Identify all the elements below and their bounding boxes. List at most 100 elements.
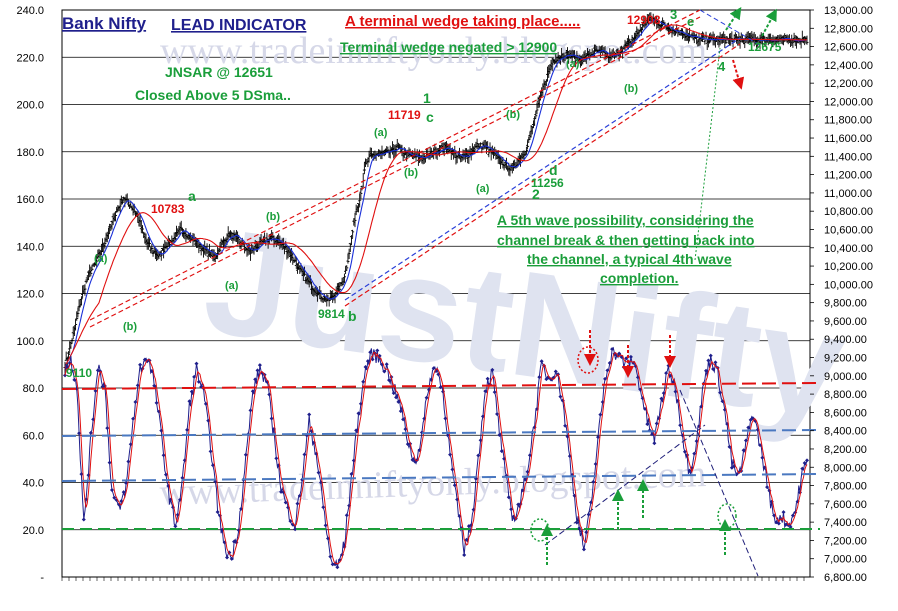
stochastic-point (628, 354, 633, 359)
stochastic-point (765, 485, 770, 490)
wedge-top-line (699, 9, 761, 46)
stochastic-point (523, 477, 528, 482)
stochastic-point (208, 449, 213, 454)
stoch-60-line (61, 429, 821, 437)
right-tick-label: 11,400.00 (824, 151, 872, 163)
chart-title: Bank Nifty (62, 14, 147, 33)
annotation-5th-wave-3: the channel, a typical 4th wave (527, 251, 732, 267)
stochastic-point (196, 379, 201, 384)
wedge-lower-line-1 (344, 37, 741, 301)
red-arrow-top (732, 59, 745, 90)
stochastic-point (328, 554, 333, 559)
annotation-jnsar: JNSAR @ 12651 (165, 64, 273, 80)
left-tick-label: 80.0 (23, 383, 44, 395)
stochastic-point (93, 388, 98, 393)
stochastic-point (131, 416, 136, 421)
stochastic-point (382, 369, 387, 374)
circle-bottom-green-1 (530, 518, 550, 542)
stochastic-point (368, 350, 373, 355)
green-arrow-top-2 (761, 8, 777, 37)
stochastic-point (546, 375, 551, 380)
right-tick-label: 9,600.00 (824, 316, 867, 328)
circle-top-red (577, 346, 599, 374)
stochastic-point (760, 455, 765, 460)
annotation-lines (61, 7, 821, 577)
stochastic-point (708, 353, 713, 358)
stochastic-point (452, 483, 457, 488)
right-tick-label: 12,000.00 (824, 96, 873, 108)
stochastic-point (553, 369, 558, 374)
wave-3: 3 (670, 7, 677, 22)
stochastic-point (243, 452, 248, 457)
right-tick-label: 7,800.00 (824, 481, 867, 493)
ma-short-line (64, 19, 808, 369)
right-tick-label: 6,800.00 (824, 572, 867, 584)
stochastic-point (741, 448, 746, 453)
stochastic-point (492, 390, 497, 395)
sub-wave-label-3: (b) (123, 321, 137, 333)
stochastic-point (354, 428, 359, 433)
stochastic-point (403, 427, 408, 432)
wave-c: c (426, 109, 434, 125)
stochastic-point (349, 472, 354, 477)
stochastic-point (330, 562, 335, 567)
stochastic-point (692, 451, 697, 456)
sub-wave-label-5: (b) (404, 167, 418, 179)
label-11256: 11256 (531, 176, 564, 190)
stochastic-point (274, 456, 279, 461)
stochastic-point (363, 365, 368, 370)
stoch-40-line (61, 473, 821, 482)
sub-wave-label-4: (a) (374, 127, 388, 139)
right-tick-label: 9,000.00 (824, 371, 867, 383)
right-tick-label: 7,600.00 (824, 499, 867, 511)
stochastic-point (295, 501, 300, 506)
stochastic-point (464, 537, 469, 542)
stochastic-point (152, 383, 157, 388)
left-tick-label: 140.0 (16, 241, 44, 253)
stochastic-point (248, 408, 253, 413)
stochastic-point (81, 517, 86, 522)
stochastic-point (596, 435, 601, 440)
stochastic-point (438, 385, 443, 390)
right-tick-label: 10,000.00 (824, 279, 873, 291)
stochastic-point (394, 395, 399, 400)
stochastic-point (678, 423, 683, 428)
stochastic-point (124, 481, 129, 486)
wave-4: 4 (718, 59, 726, 74)
stochastic-point (424, 395, 429, 400)
stochastic-point (537, 375, 542, 380)
stochastic-point (370, 357, 375, 362)
sub-wave-label-1: (b) (266, 211, 280, 223)
stochastic-point (593, 461, 598, 466)
right-tick-label: 12,600.00 (824, 42, 873, 54)
left-tick-label: 60.0 (23, 430, 44, 442)
stochastic-point (499, 449, 504, 454)
stochastic-point (401, 417, 406, 422)
stochastic-point (229, 556, 234, 561)
right-tick-label: 12,400.00 (824, 60, 873, 72)
sub-wave-label-8: (a) (566, 58, 580, 70)
wedge-lower-line-2 (344, 43, 741, 307)
label-9110: 9110 (66, 366, 92, 380)
stochastic-d-line (64, 351, 808, 565)
wave-1: 1 (423, 90, 431, 106)
stochastic-point (607, 361, 612, 366)
stochastic-point (185, 427, 190, 432)
stochastic-point (384, 362, 389, 367)
stochastic-point (192, 374, 197, 379)
stochastic-point (563, 423, 568, 428)
stochastic-point (215, 509, 220, 514)
stochastic-point (225, 555, 230, 560)
right-tick-label: 10,800.00 (824, 206, 873, 218)
stochastic-point (652, 441, 657, 446)
stochastic-point (800, 466, 805, 471)
right-tick-label: 11,600.00 (824, 133, 872, 145)
stochastic-point (654, 421, 659, 426)
right-tick-label: 9,800.00 (824, 298, 867, 310)
stochastic-point (591, 479, 596, 484)
stochastic-point (269, 416, 274, 421)
stochastic-point (72, 377, 77, 382)
stochastic-point (361, 379, 366, 384)
stochastic-point (450, 467, 455, 472)
